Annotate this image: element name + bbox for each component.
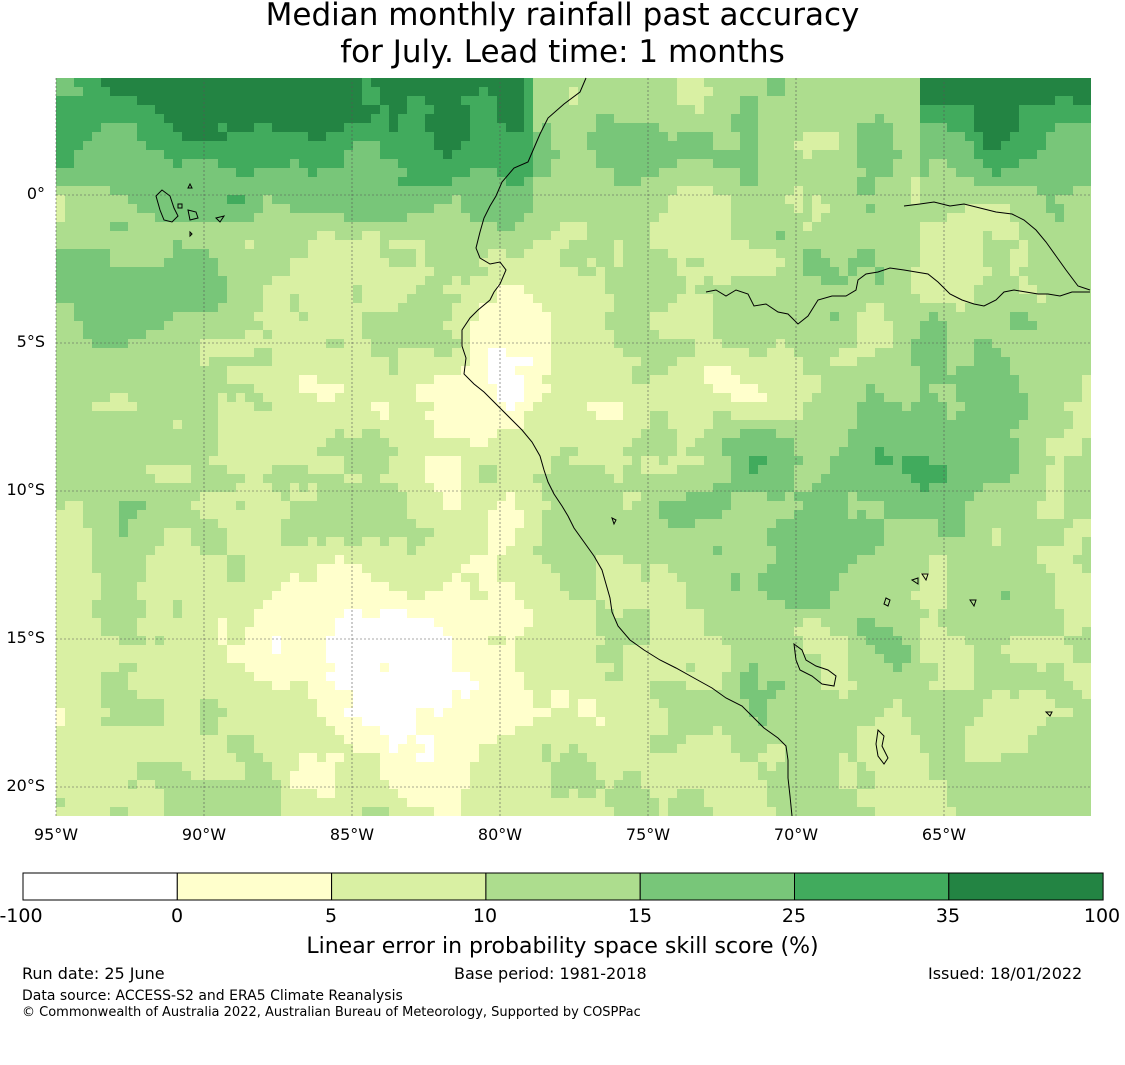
south-america-coastline — [461, 77, 793, 817]
lat-label-5s: 5°S — [16, 332, 45, 351]
galapagos-islands — [155, 182, 226, 238]
small-lakes — [611, 517, 1053, 717]
colorbar-tick-100: 100 — [1083, 905, 1121, 927]
colorbar-tick-35: 35 — [935, 905, 961, 927]
colorbar-label: Linear error in probability space skill … — [306, 934, 819, 959]
colorbar-tick-neg100: -100 — [0, 905, 43, 927]
lat-label-15s: 15°S — [6, 628, 45, 647]
lake-titicaca — [793, 642, 837, 687]
skill-score-field — [56, 78, 1091, 816]
map-title-line-1: Median monthly rainfall past accuracy — [265, 0, 860, 33]
colorbar-tick-0: 0 — [170, 905, 184, 927]
colorbar-bin-5 — [794, 872, 950, 901]
map-canvas — [55, 77, 1091, 817]
lon-label-65w: 65°W — [921, 825, 967, 844]
colorbar-bin-2 — [331, 872, 487, 901]
lon-label-75w: 75°W — [625, 825, 671, 844]
lon-label-85w: 85°W — [329, 825, 375, 844]
colorbar-bin-4 — [639, 872, 796, 901]
lat-label-20s: 20°S — [6, 776, 45, 795]
colorbar-bin-3 — [485, 872, 641, 901]
coastline — [155, 77, 1091, 817]
colorbar-tick-5: 5 — [324, 905, 338, 927]
colorbar-tick-15: 15 — [627, 905, 653, 927]
graticule — [55, 78, 1091, 816]
base-period: Base period: 1981-2018 — [454, 964, 647, 983]
colorbar-tick-25: 25 — [781, 905, 807, 927]
lon-label-70w: 70°W — [773, 825, 819, 844]
issued-date: Issued: 18/01/2022 — [928, 964, 1083, 983]
lat-label-0: 0° — [26, 184, 45, 203]
amazon-river — [705, 267, 1090, 325]
colorbar-bin-6 — [948, 872, 1104, 901]
colorbar-bin-0 — [22, 872, 178, 901]
maranon-river — [903, 201, 1091, 291]
lake-poopo — [875, 728, 889, 765]
colorbar — [22, 872, 1104, 901]
lon-label-80w: 80°W — [477, 825, 523, 844]
lon-label-90w: 90°W — [181, 825, 227, 844]
copyright: © Commonwealth of Australia 2022, Austra… — [22, 1005, 641, 1020]
data-source: Data source: ACCESS-S2 and ERA5 Climate … — [22, 988, 403, 1004]
colorbar-bin-1 — [176, 872, 333, 901]
lat-label-10s: 10°S — [6, 480, 45, 499]
map-title-line-2: for July. Lead time: 1 months — [340, 34, 785, 70]
colorbar-tick-10: 10 — [472, 905, 498, 927]
run-date: Run date: 25 June — [22, 964, 165, 983]
lon-label-95w: 95°W — [33, 825, 79, 844]
